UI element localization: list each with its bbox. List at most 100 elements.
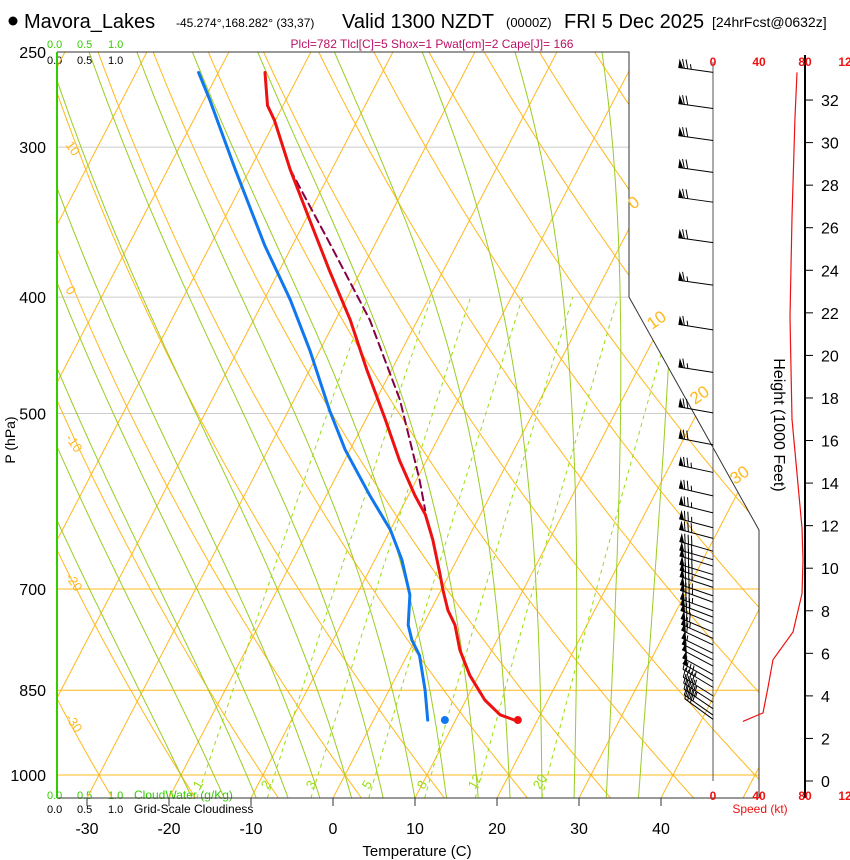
wind-barb-icon bbox=[678, 479, 714, 497]
wind-barb-line bbox=[682, 188, 685, 199]
moist-adiabat-line bbox=[333, 52, 511, 798]
wind-barb-line bbox=[685, 59, 689, 69]
wind-barb-half bbox=[686, 635, 689, 641]
wind-barb-line bbox=[690, 523, 693, 533]
dry-adiabat-line bbox=[57, 52, 362, 798]
wind-barb-flag bbox=[678, 158, 684, 169]
speed-tick-label-top: 80 bbox=[798, 55, 812, 69]
x-axis-title: Temperature (C) bbox=[362, 843, 471, 860]
wind-barb-line bbox=[683, 521, 686, 531]
wind-barb-flag bbox=[680, 602, 686, 613]
wind-barb-icon bbox=[679, 547, 714, 567]
moist-adiabat-line bbox=[57, 52, 193, 798]
wind-barb-line bbox=[686, 430, 689, 440]
wind-speed-profile-line bbox=[742, 72, 804, 722]
pressure-tick-label: 1000 bbox=[10, 768, 46, 785]
wind-barb-icon bbox=[682, 649, 714, 676]
wind-barb-line bbox=[686, 617, 688, 627]
moist-adiabat-line bbox=[136, 52, 416, 798]
wind-barb-line bbox=[685, 669, 689, 680]
wind-barb-half bbox=[694, 679, 698, 685]
header: Mavora_Lakes -45.274°,168.282° (33,37) V… bbox=[8, 11, 827, 51]
wind-barb-flag bbox=[678, 228, 684, 239]
isotherm-line bbox=[578, 52, 759, 798]
wind-barb-icon bbox=[678, 315, 714, 331]
speed-tick-label-bottom: 80 bbox=[798, 789, 812, 803]
dry-adiabat-label: -10 bbox=[63, 431, 86, 455]
isotherm-line bbox=[57, 52, 148, 798]
wind-barb-flag bbox=[679, 541, 685, 552]
wind-barb-line bbox=[682, 158, 685, 169]
dewpoint-line bbox=[197, 71, 430, 722]
cloudwater-tick: 0.5 bbox=[77, 39, 92, 51]
moist-adiabat-line bbox=[57, 52, 321, 798]
mixing-ratio-line bbox=[368, 297, 524, 798]
wind-barb-flag bbox=[678, 429, 684, 440]
wind-barb-flag bbox=[678, 94, 684, 105]
wind-barb-staff bbox=[684, 698, 714, 720]
wind-barb-line bbox=[682, 95, 685, 105]
speed-tick-label-bottom: 12 bbox=[838, 789, 850, 803]
height-tick-label: 2 bbox=[821, 731, 830, 748]
dry-adiabat-line bbox=[57, 52, 196, 798]
wind-barb-half bbox=[689, 622, 691, 629]
temperature-tick-label: -20 bbox=[157, 821, 180, 838]
pressure-tick-label: 250 bbox=[19, 45, 46, 62]
wind-barb-line bbox=[683, 685, 688, 696]
wind-barb-line bbox=[682, 398, 685, 408]
sounding-indices: Plcl=782 Tlcl[C]=5 Shox=1 Pwat[cm]=2 Cap… bbox=[291, 37, 574, 51]
wind-barb-staff bbox=[682, 663, 714, 682]
height-axis-title: Height (1000 Feet) bbox=[770, 358, 787, 491]
plot-border bbox=[57, 51, 760, 799]
wind-barb-staff bbox=[681, 649, 714, 667]
height-tick-label: 0 bbox=[821, 774, 830, 791]
wind-barb-line bbox=[686, 398, 689, 409]
wind-barb-icon bbox=[683, 685, 714, 716]
moist-adiabat-line bbox=[191, 52, 447, 798]
dry-adiabat-line bbox=[483, 52, 759, 798]
wind-barb-icon bbox=[678, 228, 714, 244]
station-coords: -45.274°,168.282° (33,37) bbox=[176, 16, 314, 30]
wind-barb-icon bbox=[678, 429, 714, 446]
wind-barb-staff bbox=[678, 464, 714, 473]
mixing-ratio-line bbox=[310, 297, 472, 798]
wind-barb-flag bbox=[678, 358, 684, 368]
wind-barb-line bbox=[685, 661, 689, 672]
wind-barb-line bbox=[692, 685, 696, 696]
wind-barb-staff bbox=[678, 103, 714, 110]
y-axis-title: P (hPa) bbox=[2, 416, 18, 463]
temperature-tick-label: -10 bbox=[239, 821, 262, 838]
moist-adiabat-line bbox=[88, 52, 384, 798]
temperature-tick-label: 30 bbox=[570, 821, 588, 838]
wind-barb-line bbox=[686, 457, 689, 468]
dry-adiabat-line bbox=[57, 52, 445, 798]
wind-barb-icon bbox=[678, 397, 714, 414]
wind-barb-line bbox=[682, 229, 685, 239]
wind-barb-line bbox=[682, 429, 686, 440]
cloudwater-tick: 0.0 bbox=[47, 790, 62, 802]
isotherm-line bbox=[660, 52, 759, 798]
cloudwater-tick: 1.0 bbox=[108, 39, 123, 51]
moist-adiabat-line bbox=[601, 52, 622, 798]
wind-barb-half bbox=[686, 320, 689, 326]
pressure-tick-label: 700 bbox=[19, 582, 46, 599]
wind-barb-icon bbox=[678, 271, 714, 286]
pressure-tick-label: 850 bbox=[19, 683, 46, 700]
cloudiness-tick: 0.0 bbox=[47, 804, 62, 816]
wind-barb-line bbox=[682, 358, 685, 368]
wind-barb-line bbox=[683, 479, 686, 490]
wind-barb-line bbox=[683, 673, 687, 684]
wind-barb-staff bbox=[678, 323, 714, 331]
wind-barb-staff bbox=[678, 135, 714, 141]
wind-barb-staff bbox=[678, 237, 714, 244]
height-tick-label: 20 bbox=[821, 348, 839, 365]
dry-adiabat-line bbox=[594, 52, 759, 798]
wind-barb-line bbox=[682, 271, 685, 282]
height-tick-label: 22 bbox=[821, 306, 839, 323]
wind-barb-line bbox=[685, 611, 688, 621]
dry-adiabat-label: 10 bbox=[63, 138, 84, 158]
wind-barb-line bbox=[684, 689, 689, 699]
mixing-ratio-line bbox=[266, 297, 432, 798]
wind-barb-icon bbox=[679, 567, 714, 588]
